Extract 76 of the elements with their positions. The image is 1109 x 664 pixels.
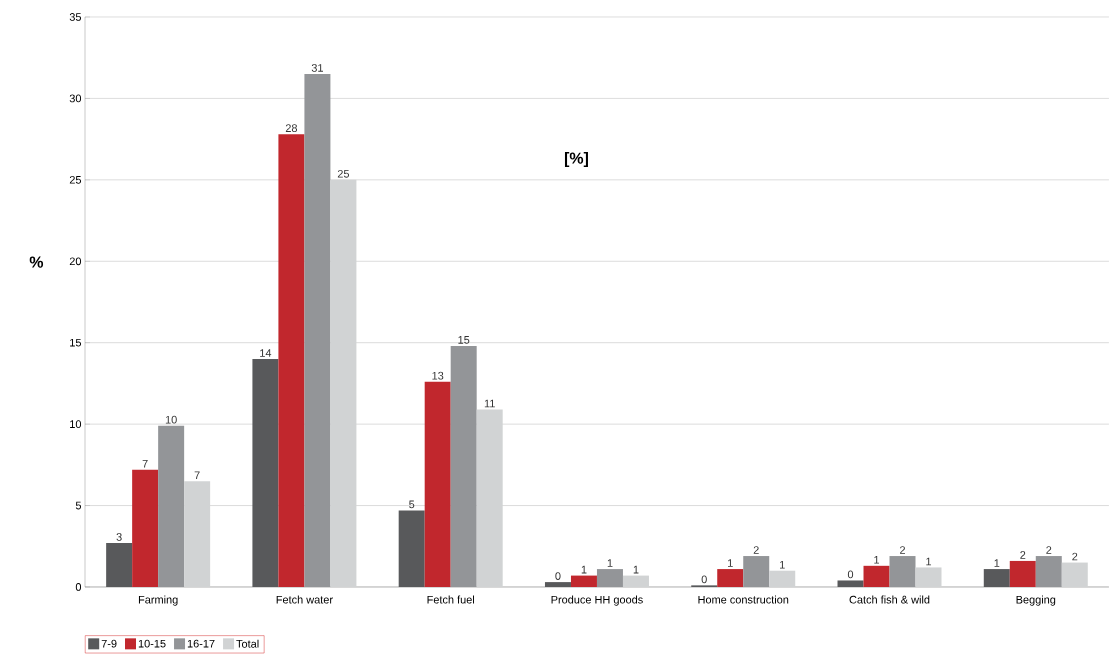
data-label: 11 [484, 399, 495, 408]
bar [1035, 556, 1062, 587]
data-label: 7 [194, 471, 200, 479]
data-label: 2 [900, 546, 906, 554]
data-label: 1 [607, 559, 613, 567]
bar [983, 569, 1010, 587]
bar [544, 582, 571, 587]
data-label: 28 [285, 124, 298, 133]
x-tick-label: Farming [138, 595, 178, 606]
data-label: 2 [1072, 552, 1078, 561]
bar [769, 570, 796, 587]
data-label: 1 [728, 559, 733, 567]
bar [889, 556, 916, 587]
x-tick-label: Begging [1016, 595, 1056, 606]
y-tick-label: 15 [70, 338, 82, 347]
bar [622, 575, 649, 587]
data-label: 15 [458, 336, 470, 344]
bar [717, 569, 744, 587]
bar [476, 409, 503, 587]
bar [1009, 560, 1036, 587]
y-tick-label: 5 [75, 501, 82, 510]
data-label: 2 [753, 546, 759, 554]
bar [570, 575, 597, 587]
data-label: 10 [165, 415, 177, 424]
data-label: 13 [432, 371, 444, 380]
y-axis-title: % [29, 256, 44, 268]
bar [184, 481, 211, 587]
data-label: 1 [874, 556, 880, 564]
x-tick-label: Home construction [698, 595, 789, 604]
data-label: 1 [926, 557, 932, 566]
data-label: 0 [555, 572, 561, 580]
legend-label: 10-15 [138, 639, 166, 648]
legend-label: Total [236, 639, 259, 648]
y-tick-label: 10 [70, 420, 82, 429]
data-label: 0 [847, 570, 854, 579]
data-label: 1 [581, 565, 587, 574]
legend-label: 16-17 [187, 639, 215, 648]
bar [304, 73, 331, 587]
data-label: 1 [633, 565, 639, 574]
x-tick-label: Catch fish & wild [849, 595, 930, 604]
bar [450, 345, 477, 587]
bar [596, 569, 623, 587]
bar [106, 543, 133, 587]
x-tick-label: Fetch water [276, 595, 333, 604]
data-label: 31 [311, 64, 323, 72]
y-tick-label: 25 [69, 175, 82, 184]
data-label: 14 [260, 349, 272, 357]
y-tick-label: 20 [69, 257, 82, 266]
bar [863, 565, 890, 587]
data-label: 2 [1046, 546, 1052, 554]
bar [132, 469, 159, 587]
data-label: 7 [142, 460, 148, 468]
bar [743, 556, 770, 587]
y-tick-label: 0 [75, 583, 82, 591]
data-label: 1 [994, 559, 1000, 567]
data-label: 3 [116, 533, 122, 541]
bar [158, 425, 185, 587]
bar [330, 179, 357, 587]
data-label: 5 [409, 500, 415, 509]
y-tick-label: 35 [69, 13, 82, 21]
bar [278, 134, 305, 587]
bar [915, 567, 942, 587]
data-label: 2 [1020, 551, 1026, 559]
bar [1061, 562, 1088, 587]
data-label: 1 [780, 560, 785, 569]
bar [424, 381, 451, 587]
data-label: 25 [337, 169, 350, 178]
y-tick-label: 30 [69, 94, 82, 103]
bar [398, 510, 425, 587]
data-label: 0 [701, 575, 707, 584]
legend-label: 7-9 [101, 639, 117, 648]
x-tick-label: Fetch fuel [427, 595, 475, 604]
bar [837, 580, 864, 587]
x-tick-label: Produce HH goods [551, 595, 643, 606]
bar [252, 358, 279, 587]
annotation: [%] [564, 152, 588, 167]
